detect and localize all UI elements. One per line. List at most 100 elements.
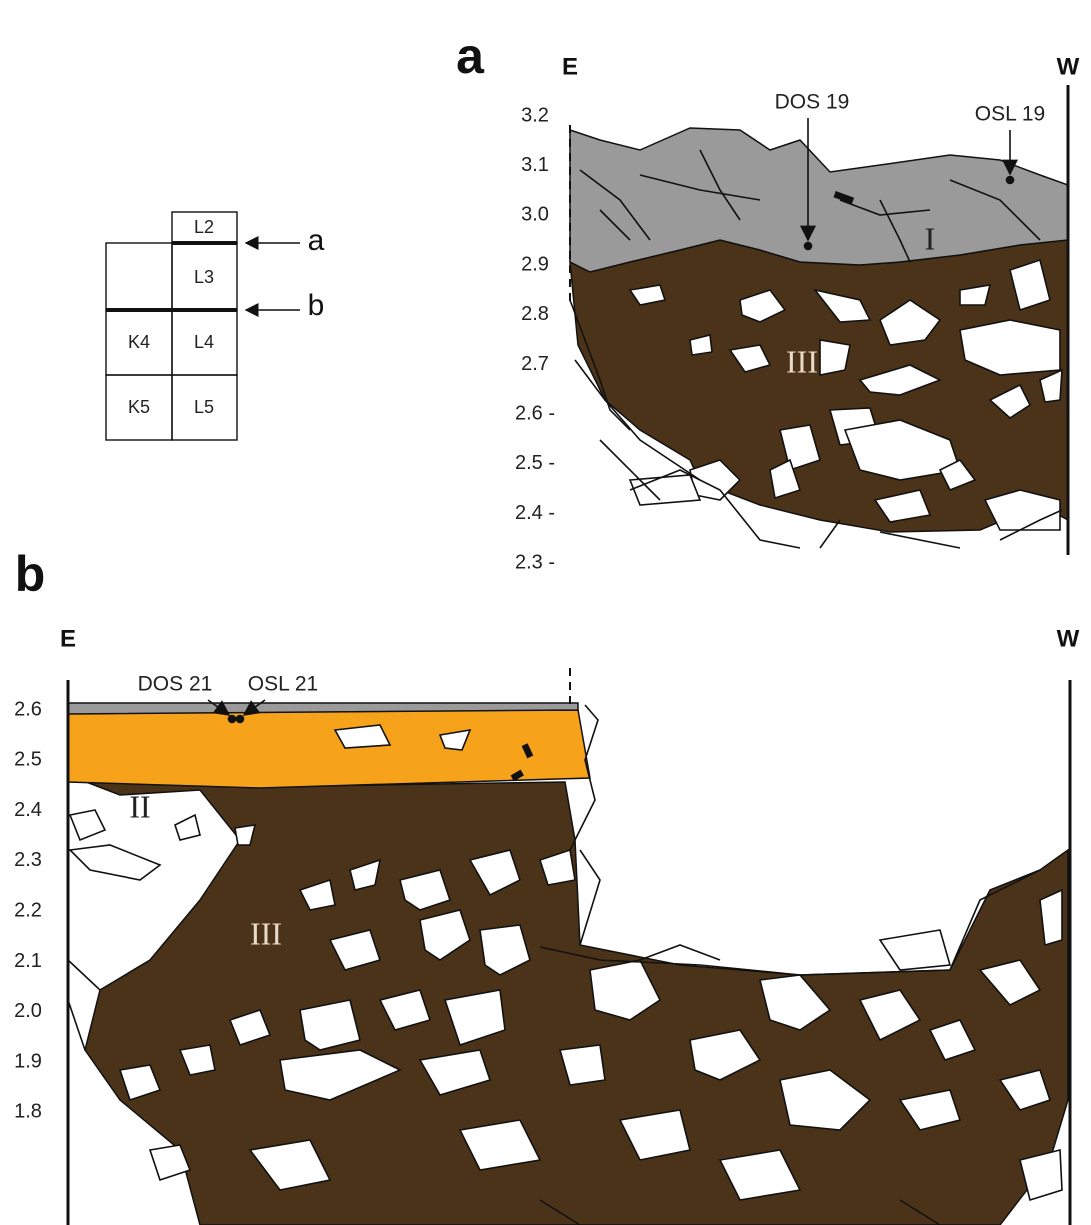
rock [718, 1149, 802, 1201]
rock [959, 319, 1061, 376]
rock [118, 1064, 162, 1102]
rock [174, 813, 201, 841]
rock [689, 1029, 762, 1081]
direction-label: E [562, 53, 578, 80]
rock [419, 909, 471, 961]
rock [879, 299, 942, 346]
shape [227, 714, 237, 724]
scale-label: 2.5 - [515, 452, 555, 474]
sample-label: OSL 19 [975, 103, 1045, 126]
rock [399, 869, 452, 911]
panel-label: b [15, 546, 46, 602]
rock [298, 878, 336, 911]
scale-label: 3.2 [521, 104, 549, 126]
scale-label: 2.2 [14, 899, 42, 921]
rock [898, 1089, 962, 1131]
rock [819, 339, 851, 376]
sample-label: DOS 19 [775, 91, 850, 114]
shape [242, 699, 266, 716]
cell-label: L5 [194, 397, 214, 417]
rock [1009, 258, 1051, 312]
rock [779, 424, 821, 472]
layer-label: III [250, 915, 282, 951]
scale-label: 2.4 [14, 799, 42, 821]
sample-arrows [207, 118, 1018, 782]
rock [418, 1049, 492, 1096]
sample-label: OSL 21 [248, 673, 318, 696]
rock [248, 1139, 332, 1191]
rock [1039, 888, 1063, 947]
direction-label: E [60, 625, 76, 652]
rock [468, 849, 521, 897]
scale-label: 2.6 [14, 698, 42, 720]
rock [148, 1144, 192, 1182]
scale-label: 2.0 [14, 1000, 42, 1022]
rock [68, 844, 162, 881]
layer-fill [67, 774, 1069, 1225]
shape [207, 699, 231, 716]
outline [999, 509, 1063, 541]
rock [479, 924, 531, 976]
key-plan [105, 211, 300, 441]
rock [234, 824, 257, 846]
shape [521, 743, 534, 759]
section-marker: b [308, 289, 325, 322]
scale-label: 2.1 [14, 950, 42, 972]
rock [858, 989, 922, 1042]
crack [839, 199, 931, 216]
crack [879, 199, 911, 263]
scale-label: 2.3 - [515, 552, 555, 574]
rock [873, 489, 932, 523]
rock [68, 809, 107, 842]
outline [539, 869, 1041, 976]
rock [928, 1019, 977, 1061]
rock [538, 848, 576, 886]
rock [438, 728, 472, 751]
layer-label: III [786, 343, 818, 379]
scale-label: 2.5 [14, 749, 42, 771]
panel-label: a [456, 28, 485, 84]
crack [579, 169, 651, 241]
rock [998, 1069, 1052, 1111]
section-marker: a [308, 224, 325, 257]
outline [574, 359, 701, 481]
rock [378, 989, 432, 1031]
scale-label: 3.1 [521, 154, 549, 176]
rock [689, 334, 713, 356]
scale-label: 2.8 [521, 303, 549, 325]
crack [639, 174, 761, 201]
section-a [569, 85, 1070, 555]
rock [938, 458, 977, 492]
cell-label: K5 [128, 397, 150, 417]
direction-label: W [1057, 625, 1080, 652]
shape [510, 769, 524, 782]
outline [819, 519, 841, 549]
rock [458, 1119, 542, 1171]
outline [569, 704, 599, 851]
scale-label: 2.7 [521, 353, 549, 375]
rock [443, 989, 506, 1047]
crack [699, 149, 741, 221]
outline [539, 1199, 581, 1225]
outline [599, 439, 661, 501]
rock [988, 383, 1032, 420]
rock [978, 959, 1042, 1006]
rock [349, 858, 382, 891]
rock [628, 284, 667, 306]
outline [67, 959, 101, 991]
rock [812, 288, 872, 323]
rock [858, 364, 942, 396]
scale-label: 2.6 - [515, 402, 555, 424]
rock [328, 929, 382, 971]
layer-label: II [129, 788, 150, 824]
rock [558, 1044, 606, 1086]
layer-label: I [925, 220, 936, 256]
shape [803, 241, 813, 251]
scale-label: 1.8 [14, 1101, 42, 1123]
crack [949, 179, 1041, 241]
rock [1019, 1148, 1063, 1202]
sample-label: DOS 21 [138, 673, 213, 696]
rock [769, 458, 802, 500]
